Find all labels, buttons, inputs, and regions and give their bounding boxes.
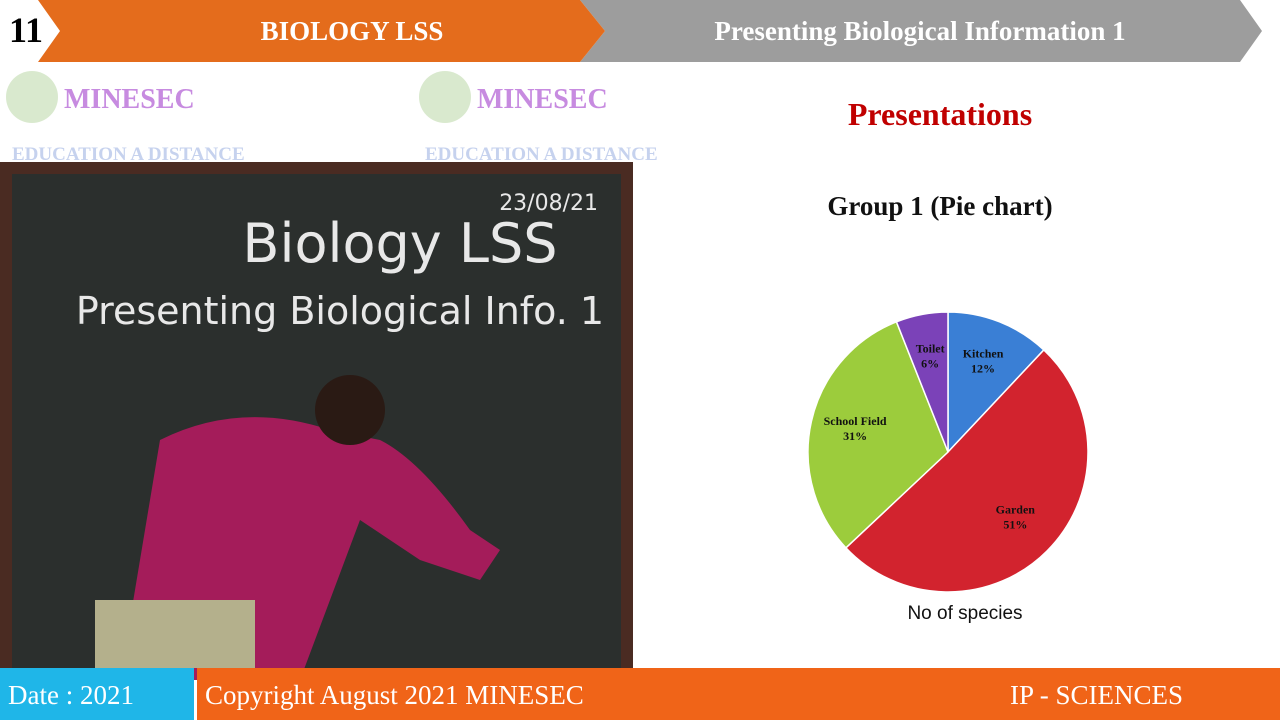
footer-bar [197, 668, 1280, 720]
slice-value: 6% [921, 356, 939, 370]
pie-slice [895, 311, 949, 453]
slice-category: Garden [996, 502, 1036, 516]
slice-value: 12% [971, 361, 995, 375]
chart-title: No of species [907, 603, 1022, 624]
board-title: Biology LSS [242, 212, 557, 275]
teacher-head [315, 375, 385, 445]
slide-subheading: Group 1 (Pie chart) [827, 191, 1052, 221]
slice-category: Toilet [916, 341, 945, 355]
slide-number: 11 [9, 10, 43, 50]
logo-emblem [419, 71, 471, 123]
lesson: Presenting Biological Information 1 [714, 16, 1125, 46]
pie-chart: Kitchen 12% Garden 51% School Field 31% Toilet… [807, 311, 1089, 593]
logo-tagline: EDUCATION A DISTANCE [12, 144, 245, 165]
footer-copyright: Copyright August 2021 MINESEC [205, 680, 584, 710]
slice-label: School Field 31% [824, 414, 887, 443]
slice-label: Garden 51% [996, 502, 1036, 531]
pie-slice [947, 311, 1045, 454]
pie-slice [807, 320, 949, 549]
slice-value: 31% [843, 429, 867, 443]
teacher-trousers [95, 600, 255, 668]
board-date: 23/08/21 [499, 191, 598, 216]
board-subtitle: Presenting Biological Info. 1 [76, 289, 604, 333]
slice-label: Kitchen 12% [963, 346, 1004, 375]
slice-value: 51% [1003, 517, 1027, 531]
logo-name: MINESEC [64, 84, 195, 115]
logo-tagline: EDUCATION A DISTANCE [425, 144, 658, 165]
slice-category: Kitchen [963, 346, 1004, 360]
slide-heading: Presentations [848, 96, 1032, 132]
slice-label: Toilet 6% [916, 341, 945, 370]
logo-name: MINESEC [477, 84, 608, 115]
subject: BIOLOGY LSS [261, 16, 444, 46]
slice-category: School Field [824, 414, 887, 428]
pie-slice [844, 348, 1089, 593]
footer-date-box [0, 668, 194, 720]
footer-date: Date : 2021 [8, 680, 134, 710]
footer-program: IP - SCIENCES [1010, 680, 1183, 710]
subject-arrow [38, 0, 605, 62]
logo-emblem [6, 71, 58, 123]
lesson-arrow [580, 0, 1262, 62]
